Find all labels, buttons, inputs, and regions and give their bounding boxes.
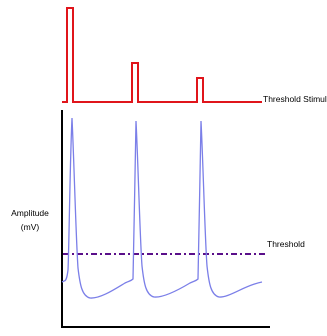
action-potential-trace [61,117,263,299]
stimulus-label: Threshold Stimulus [263,94,327,104]
threshold-label: Threshold [267,239,305,249]
y-axis-unit-label: (mV) [21,222,40,232]
stimulus-trace [62,7,262,103]
y-axis-label: Amplitude [11,208,49,218]
